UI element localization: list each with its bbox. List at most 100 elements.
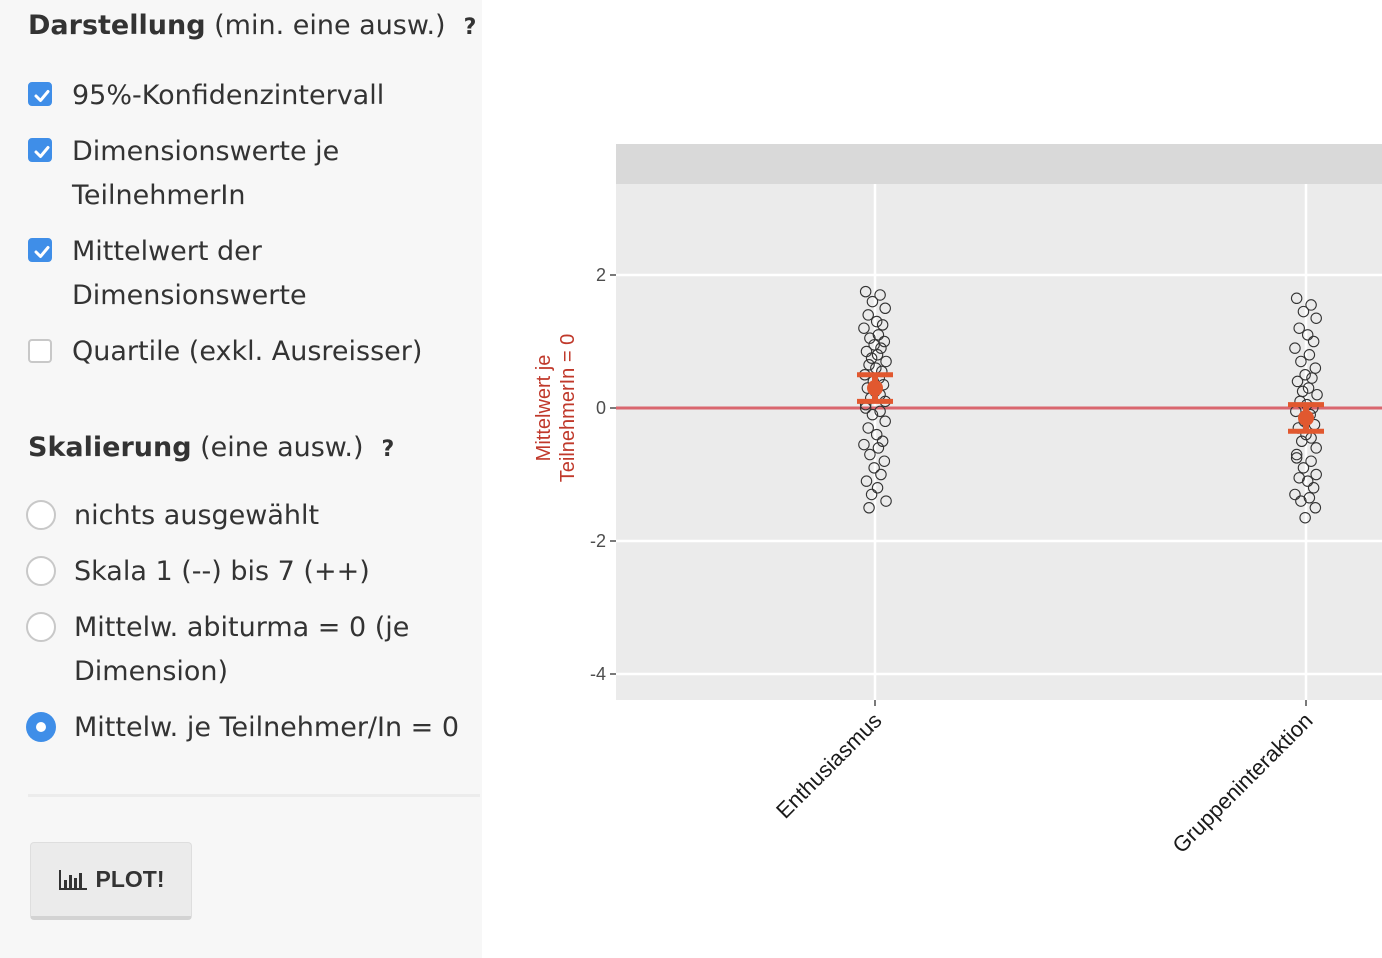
radio-skala-circle[interactable]: [26, 556, 56, 586]
checkbox-quartile-box[interactable]: [28, 339, 52, 363]
chart: 2 0 -2 -4 Enthusiasmus Gruppeninteraktion Mitt…: [533, 144, 1382, 858]
data-point: [865, 488, 878, 501]
checkbox-mittelwert-box[interactable]: [28, 238, 52, 262]
data-point: [866, 408, 879, 421]
checkbox-quartile-label[interactable]: Quartile (exkl. Ausreisser): [72, 336, 423, 367]
data-point: [1299, 511, 1311, 524]
data-point: [876, 435, 889, 447]
data-point: [1310, 468, 1322, 481]
plot-panel: [616, 184, 1382, 700]
data-point: [1309, 362, 1322, 374]
data-point: [1309, 501, 1322, 514]
y-axis-title: Mittelwert je TeilnehmerIn = 0: [533, 334, 579, 482]
data-point: [860, 475, 873, 487]
data-point: [1303, 349, 1316, 361]
checkmark-icon: [34, 146, 50, 158]
data-point: [863, 359, 875, 371]
radio-mittelw-abiturma-circle[interactable]: [26, 612, 56, 642]
data-point: [864, 332, 876, 344]
data-point: [1293, 322, 1305, 334]
y-tick-label: -4: [590, 664, 606, 684]
radio-mittelw-abiturma-label-line1[interactable]: Mittelw. abiturma = 0 (je: [74, 612, 410, 643]
data-point: [864, 448, 876, 461]
data-point: [1310, 312, 1322, 324]
data-point: [866, 295, 879, 308]
data-point: [1311, 388, 1323, 401]
data-point: [1295, 495, 1307, 507]
checkbox-konfidenzintervall-box[interactable]: [28, 82, 52, 106]
data-point: [1305, 299, 1317, 311]
radio-skala-label[interactable]: Skala 1 (--) bis 7 (++): [74, 556, 370, 587]
data-point: [880, 355, 892, 368]
data-point: [878, 455, 891, 467]
series-gruppeninteraktion: [1288, 292, 1324, 524]
checkmark-icon: [34, 246, 50, 258]
data-point: [1289, 488, 1301, 501]
plot-button-label: PLOT!: [95, 866, 165, 892]
data-point: [871, 482, 884, 494]
radio-mittelw-teilnehmer-circle[interactable]: [26, 712, 56, 742]
data-point: [871, 349, 884, 361]
series-enthusiasmus: [857, 285, 893, 514]
facet-strip: [616, 144, 1382, 184]
x-category-label: Gruppeninteraktion: [1168, 708, 1318, 858]
data-point: [858, 322, 870, 334]
checkbox-konfidenzintervall-label[interactable]: 95%-Konfidenzintervall: [72, 80, 385, 111]
data-point: [1305, 455, 1317, 467]
data-point: [878, 335, 891, 348]
data-point: [1295, 435, 1308, 447]
skalierung-title: Skalierung (eine ausw.)?: [28, 432, 394, 463]
skalierung-help-icon[interactable]: ?: [381, 437, 395, 462]
data-point: [1306, 372, 1318, 384]
radio-mittelw-abiturma-label-line2[interactable]: Dimension): [74, 656, 229, 687]
sidebar-panel-top: [0, 0, 482, 400]
data-point: [1302, 382, 1315, 394]
data-point: [858, 438, 870, 451]
data-point: [1291, 375, 1304, 388]
checkbox-mittelwert-label-line1[interactable]: Mittelwert der: [72, 236, 262, 267]
data-point: [1299, 369, 1311, 381]
radio-nichts-label[interactable]: nichts ausgewählt: [74, 500, 320, 531]
bar-chart-icon: [58, 869, 87, 890]
checkbox-dimensionswerte-label-line1[interactable]: Dimensionswerte je: [72, 136, 340, 167]
data-point: [1301, 475, 1314, 487]
data-point: [865, 352, 878, 364]
data-point: [1301, 329, 1314, 341]
data-point: [1290, 292, 1303, 305]
y-tick-label: 2: [596, 265, 606, 285]
data-point: [879, 415, 891, 428]
darstellung-title-bold: Darstellung: [28, 10, 206, 41]
data-point: [872, 442, 885, 454]
data-point: [1290, 452, 1303, 464]
x-category-label: Enthusiasmus: [771, 708, 886, 823]
data-point: [874, 405, 886, 418]
data-point: [863, 501, 875, 514]
data-point: [1307, 335, 1320, 348]
darstellung-title: Darstellung (min. eine ausw.)?: [28, 10, 476, 41]
data-point: [870, 428, 883, 441]
data-point: [875, 468, 887, 481]
plot-button[interactable]: PLOT!: [30, 842, 192, 920]
data-point: [1290, 448, 1303, 461]
sidebar-divider: [28, 794, 480, 797]
data-point: [868, 462, 880, 474]
data-point: [1297, 462, 1310, 474]
checkbox-dimensionswerte-box[interactable]: [28, 138, 52, 162]
darstellung-help-icon[interactable]: ?: [463, 15, 477, 40]
checkbox-dimensionswerte-label-line2[interactable]: TeilnehmerIn: [72, 180, 246, 211]
data-point: [862, 309, 874, 321]
radio-nichts-circle[interactable]: [26, 500, 56, 530]
mean-marker: [867, 380, 883, 397]
data-point: [1297, 305, 1310, 318]
data-point: [876, 319, 889, 331]
data-point: [862, 422, 874, 434]
y-axis-title-line: Mittelwert je: [533, 355, 555, 462]
skalierung-title-rest: (eine ausw.): [191, 432, 364, 463]
data-point: [859, 285, 872, 298]
radio-mittelw-teilnehmer-label[interactable]: Mittelw. je Teilnehmer/In = 0: [74, 712, 460, 743]
checkbox-mittelwert-label-line2[interactable]: Dimensionswerte: [72, 280, 307, 311]
darstellung-title-rest: (min. eine ausw.): [205, 10, 446, 41]
data-point: [875, 342, 887, 354]
data-point: [1289, 342, 1301, 354]
data-point: [874, 289, 886, 301]
